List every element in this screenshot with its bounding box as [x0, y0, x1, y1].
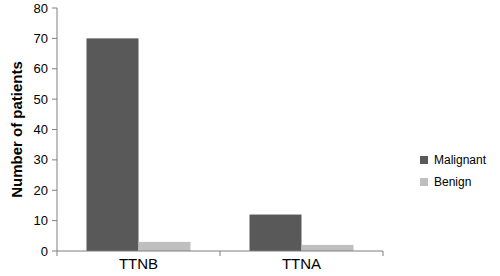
legend-swatch: [420, 178, 428, 186]
x-tick-label: TTNB: [119, 255, 158, 272]
y-tick: [52, 129, 57, 130]
y-tick-label: 30: [34, 152, 48, 167]
y-tick: [52, 159, 57, 160]
y-tick: [52, 38, 57, 39]
x-tick: [57, 251, 58, 256]
y-tick-label: 10: [34, 213, 48, 228]
y-axis-label: Number of patients: [8, 61, 25, 198]
y-tick: [52, 8, 57, 9]
y-tick-label: 80: [34, 1, 48, 16]
x-tick: [383, 251, 384, 256]
y-tick-label: 40: [34, 122, 48, 137]
x-tick-label: TTNA: [282, 255, 321, 272]
page: {"chart_data": {"type": "bar", "categori…: [0, 0, 500, 276]
bar: [302, 245, 354, 251]
y-tick-label: 70: [34, 31, 48, 46]
y-tick: [52, 220, 57, 221]
y-tick: [52, 99, 57, 100]
legend-label: Malignant: [434, 153, 487, 167]
chart: 0 10 20 30 40 50 60 70 80 TTNB TTNA Number of patie…: [0, 0, 500, 276]
chart-container: 0 10 20 30 40 50 60 70 80 TTNB TTNA Number of patie…: [0, 0, 500, 276]
y-tick-label: 50: [34, 92, 48, 107]
bars: [87, 38, 354, 251]
legend-swatch: [420, 156, 428, 164]
y-tick-label: 60: [34, 61, 48, 76]
legend-label: Benign: [434, 175, 471, 189]
y-tick-label: 0: [41, 244, 48, 259]
y-tick-label: 20: [34, 183, 48, 198]
y-tick: [52, 68, 57, 69]
y-tick: [52, 251, 57, 252]
bar: [250, 215, 302, 251]
bar: [139, 242, 191, 251]
bar: [87, 38, 139, 251]
y-tick: [52, 190, 57, 191]
x-tick: [220, 251, 221, 256]
